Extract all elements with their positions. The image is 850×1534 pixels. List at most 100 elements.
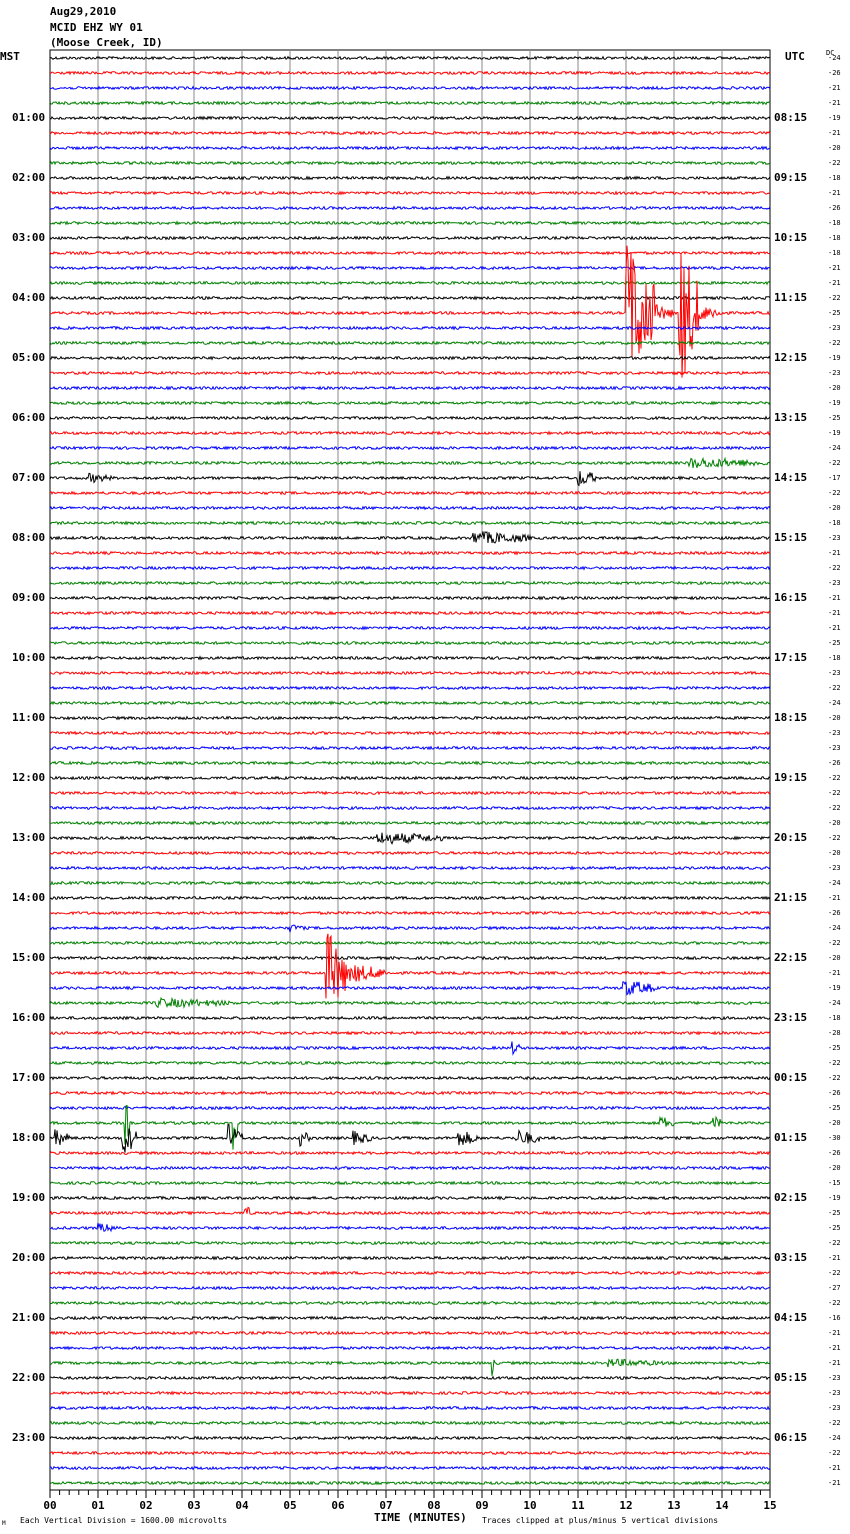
seismic-trace	[49, 550, 771, 556]
seismic-trace	[49, 175, 771, 181]
dc-offset-label: -20	[828, 1119, 841, 1127]
x-tick-label: 13	[667, 1499, 681, 1512]
mst-hour-label: 12:00	[12, 771, 46, 784]
seismic-trace	[49, 1060, 771, 1066]
dc-offset-label: -18	[828, 654, 841, 662]
seismic-trace	[49, 1041, 771, 1056]
seismic-trace	[49, 1420, 771, 1426]
mst-hour-label: 16:00	[12, 1011, 46, 1024]
seismic-trace	[49, 145, 771, 151]
date-label: Aug29,2010	[50, 5, 117, 18]
seismic-trace	[49, 325, 771, 331]
utc-hour-label: 13:15	[774, 411, 808, 424]
dc-offset-label: -16	[828, 1314, 841, 1322]
utc-hour-label: 09:15	[774, 171, 808, 184]
seismic-trace	[49, 130, 771, 136]
dc-offset-label: -22	[828, 1419, 841, 1427]
seismic-trace	[49, 55, 771, 61]
dc-offset-label: -20	[828, 144, 841, 152]
location-label: (Moose Creek, ID)	[50, 36, 163, 49]
dc-offset-label: -21	[828, 594, 841, 602]
seismic-trace	[49, 370, 771, 376]
seismic-trace	[49, 595, 771, 601]
seismic-trace	[49, 1405, 771, 1411]
seismic-trace	[49, 70, 771, 76]
seismic-trace	[49, 1090, 771, 1096]
dc-offset-label: -22	[828, 489, 841, 497]
seismic-trace	[49, 940, 771, 946]
seismic-trace	[49, 85, 771, 91]
dc-offset-label: -20	[828, 819, 841, 827]
seismic-trace	[49, 730, 771, 736]
seismic-trace	[49, 805, 771, 811]
mst-hour-label: 09:00	[12, 591, 46, 604]
dc-offset-label: -26	[828, 1149, 841, 1157]
dc-offset-label: -22	[828, 789, 841, 797]
utc-hour-label: 11:15	[774, 291, 808, 304]
dc-header: DC	[826, 49, 835, 57]
dc-offset-label: -20	[828, 849, 841, 857]
seismic-trace	[49, 520, 771, 526]
dc-offset-label: -24	[828, 1434, 841, 1442]
utc-hour-label: 04:15	[774, 1311, 808, 1324]
seismic-trace	[49, 610, 771, 616]
dc-offset-label: -22	[828, 1059, 841, 1067]
mst-hour-label: 11:00	[12, 711, 46, 724]
x-axis-title: TIME (MINUTES)	[374, 1511, 467, 1524]
utc-hour-label: 18:15	[774, 711, 808, 724]
dc-offset-label: -25	[828, 1224, 841, 1232]
dc-offset-label: -24	[828, 699, 841, 707]
dc-offset-label: -15	[828, 1179, 841, 1187]
seismic-trace	[49, 355, 771, 361]
utc-hour-label: 20:15	[774, 831, 808, 844]
dc-offset-label: -25	[828, 1104, 841, 1112]
utc-hour-label: 10:15	[774, 231, 808, 244]
mst-hour-label: 20:00	[12, 1251, 46, 1264]
dc-offset-label: -20	[828, 384, 841, 392]
x-tick-label: 09	[475, 1499, 489, 1512]
dc-offset-label: -21	[828, 1479, 841, 1487]
utc-hour-label: 02:15	[774, 1191, 808, 1204]
dc-offset-label: -26	[828, 759, 841, 767]
seismic-trace	[49, 160, 771, 166]
seismic-trace	[50, 640, 771, 646]
seismic-trace	[49, 895, 771, 901]
seismic-trace	[49, 980, 770, 996]
x-tick-label: 05	[283, 1499, 297, 1512]
dc-offset-label: -19	[828, 399, 841, 407]
utc-hour-label: 21:15	[774, 891, 808, 904]
seismic-trace	[49, 1150, 771, 1156]
dc-offset-label: -24	[828, 924, 841, 932]
dc-offset-label: -20	[828, 504, 841, 512]
dc-offset-label: -21	[828, 1329, 841, 1337]
mst-hour-label: 13:00	[12, 831, 46, 844]
mst-hour-label: 19:00	[12, 1191, 46, 1204]
seismic-trace	[49, 1358, 771, 1376]
seismic-trace	[49, 1165, 771, 1171]
dc-offset-label: -23	[828, 369, 841, 377]
mst-hour-label: 17:00	[12, 1071, 46, 1084]
utc-hour-label: 19:15	[774, 771, 808, 784]
x-tick-label: 01	[91, 1499, 105, 1512]
dc-offset-label: -22	[828, 1239, 841, 1247]
dc-offset-label: -25	[828, 639, 841, 647]
seismic-trace	[49, 1435, 771, 1441]
x-tick-label: 14	[715, 1499, 729, 1512]
dc-offset-label: -21	[828, 279, 841, 287]
seismic-trace	[49, 850, 770, 856]
x-tick-label: 08	[427, 1499, 441, 1512]
dc-offset-label: -23	[828, 864, 841, 872]
mst-hour-label: 18:00	[12, 1131, 46, 1144]
seismic-trace	[49, 924, 771, 933]
seismic-trace	[49, 955, 771, 961]
dc-offset-label: -23	[828, 579, 841, 587]
seismic-trace	[49, 531, 770, 544]
dc-offset-label: -18	[828, 519, 841, 527]
seismic-trace	[49, 490, 771, 496]
dc-offset-label: -21	[828, 1254, 841, 1262]
seismic-trace	[49, 700, 771, 706]
seismic-trace	[49, 1104, 771, 1150]
utc-hour-label: 23:15	[774, 1011, 808, 1024]
dc-offset-label: -23	[828, 324, 841, 332]
utc-hour-label: 01:15	[774, 1131, 808, 1144]
